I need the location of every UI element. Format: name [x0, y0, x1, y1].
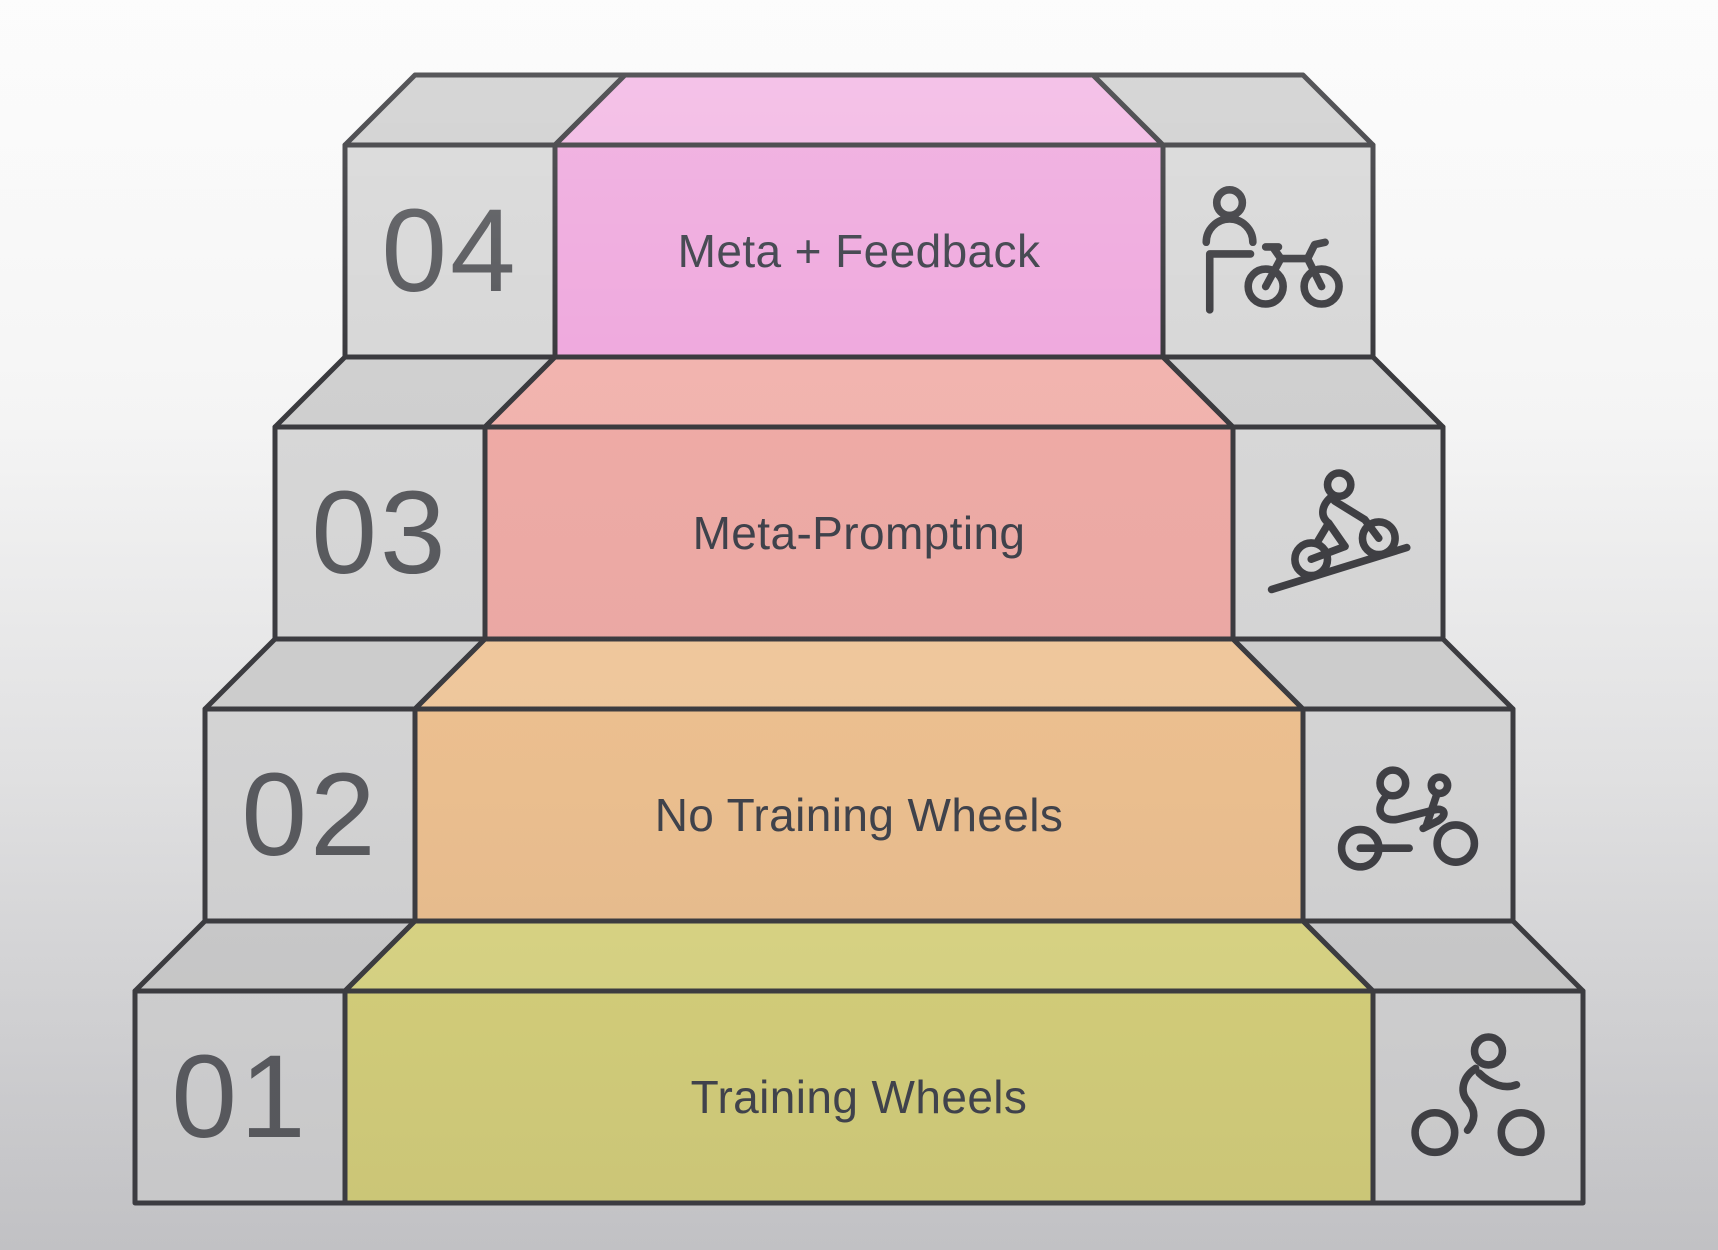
step-01-icon-panel: [1370, 988, 1586, 1206]
cyclist-upright-icon: [1373, 991, 1583, 1203]
step-02-number-panel: [202, 706, 418, 924]
cyclist-uphill-icon: [1233, 427, 1443, 639]
step-01-top-center-face: [342, 918, 1376, 994]
step-01-number: 01: [171, 1031, 309, 1163]
step-02-label: No Training Wheels: [654, 789, 1064, 841]
cyclist-aero-icon: [1303, 709, 1513, 921]
step-04-number-panel: [342, 142, 558, 360]
step-03-label-panel: [482, 424, 1236, 642]
step-03-label: Meta-Prompting: [692, 507, 1026, 559]
step-04-label-panel: [552, 142, 1166, 360]
step-02-number: 02: [241, 749, 379, 881]
step-02-label-panel: [412, 706, 1306, 924]
step-02-top-center-face: [412, 636, 1306, 712]
step-04-label: Meta + Feedback: [677, 225, 1041, 277]
step-04-number: 04: [381, 185, 519, 317]
step-03-number: 03: [311, 467, 449, 599]
step-04-top-center-face: [552, 72, 1166, 148]
step-01-label-panel: [342, 988, 1376, 1206]
step-03-top-center-face: [482, 354, 1236, 430]
step-04-icon-panel: [1160, 142, 1376, 360]
step-01-label: Training Wheels: [690, 1071, 1028, 1123]
person-with-bicycle-icon: [1163, 145, 1373, 357]
